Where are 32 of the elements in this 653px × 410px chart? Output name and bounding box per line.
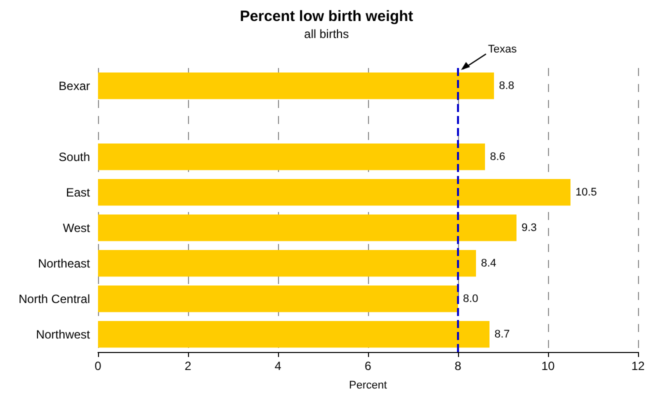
data-label: 8.8: [499, 80, 514, 92]
y-tick-label: South: [58, 150, 90, 164]
data-label: 8.4: [481, 257, 496, 270]
data-label: 8.7: [494, 328, 510, 340]
y-tick-label: North Central: [18, 292, 90, 306]
bar: [98, 214, 516, 242]
bar: [98, 72, 494, 100]
y-tick-label: East: [66, 185, 91, 200]
bar: [98, 178, 570, 206]
y-tick-label: West: [62, 220, 91, 235]
data-label: 10.5: [576, 186, 597, 198]
y-tick-label: Northeast: [38, 256, 91, 270]
chart-title: Percent low birth weight: [240, 8, 414, 25]
x-tick-label: 0: [94, 359, 102, 373]
bar: [98, 250, 476, 277]
x-tick-label: 10: [541, 359, 555, 373]
bar: [98, 320, 490, 348]
x-tick-label: 6: [364, 359, 372, 373]
data-label: 8.6: [490, 150, 506, 163]
bar: [98, 285, 458, 312]
y-tick-label: Bexar: [58, 78, 90, 93]
y-tick-label: Northwest: [36, 327, 91, 342]
data-label: 9.3: [522, 222, 537, 234]
bar: [98, 143, 485, 170]
x-tick-label: 2: [184, 359, 192, 373]
ref-line-label: Texas: [488, 44, 518, 56]
x-tick-label: 4: [274, 359, 282, 373]
x-tick-label: 12: [631, 359, 645, 373]
chart-subtitle: all births: [304, 27, 349, 41]
x-axis-title: Percent: [349, 380, 387, 392]
x-tick-label: 8: [454, 359, 462, 373]
data-label: 8.0: [463, 292, 478, 305]
